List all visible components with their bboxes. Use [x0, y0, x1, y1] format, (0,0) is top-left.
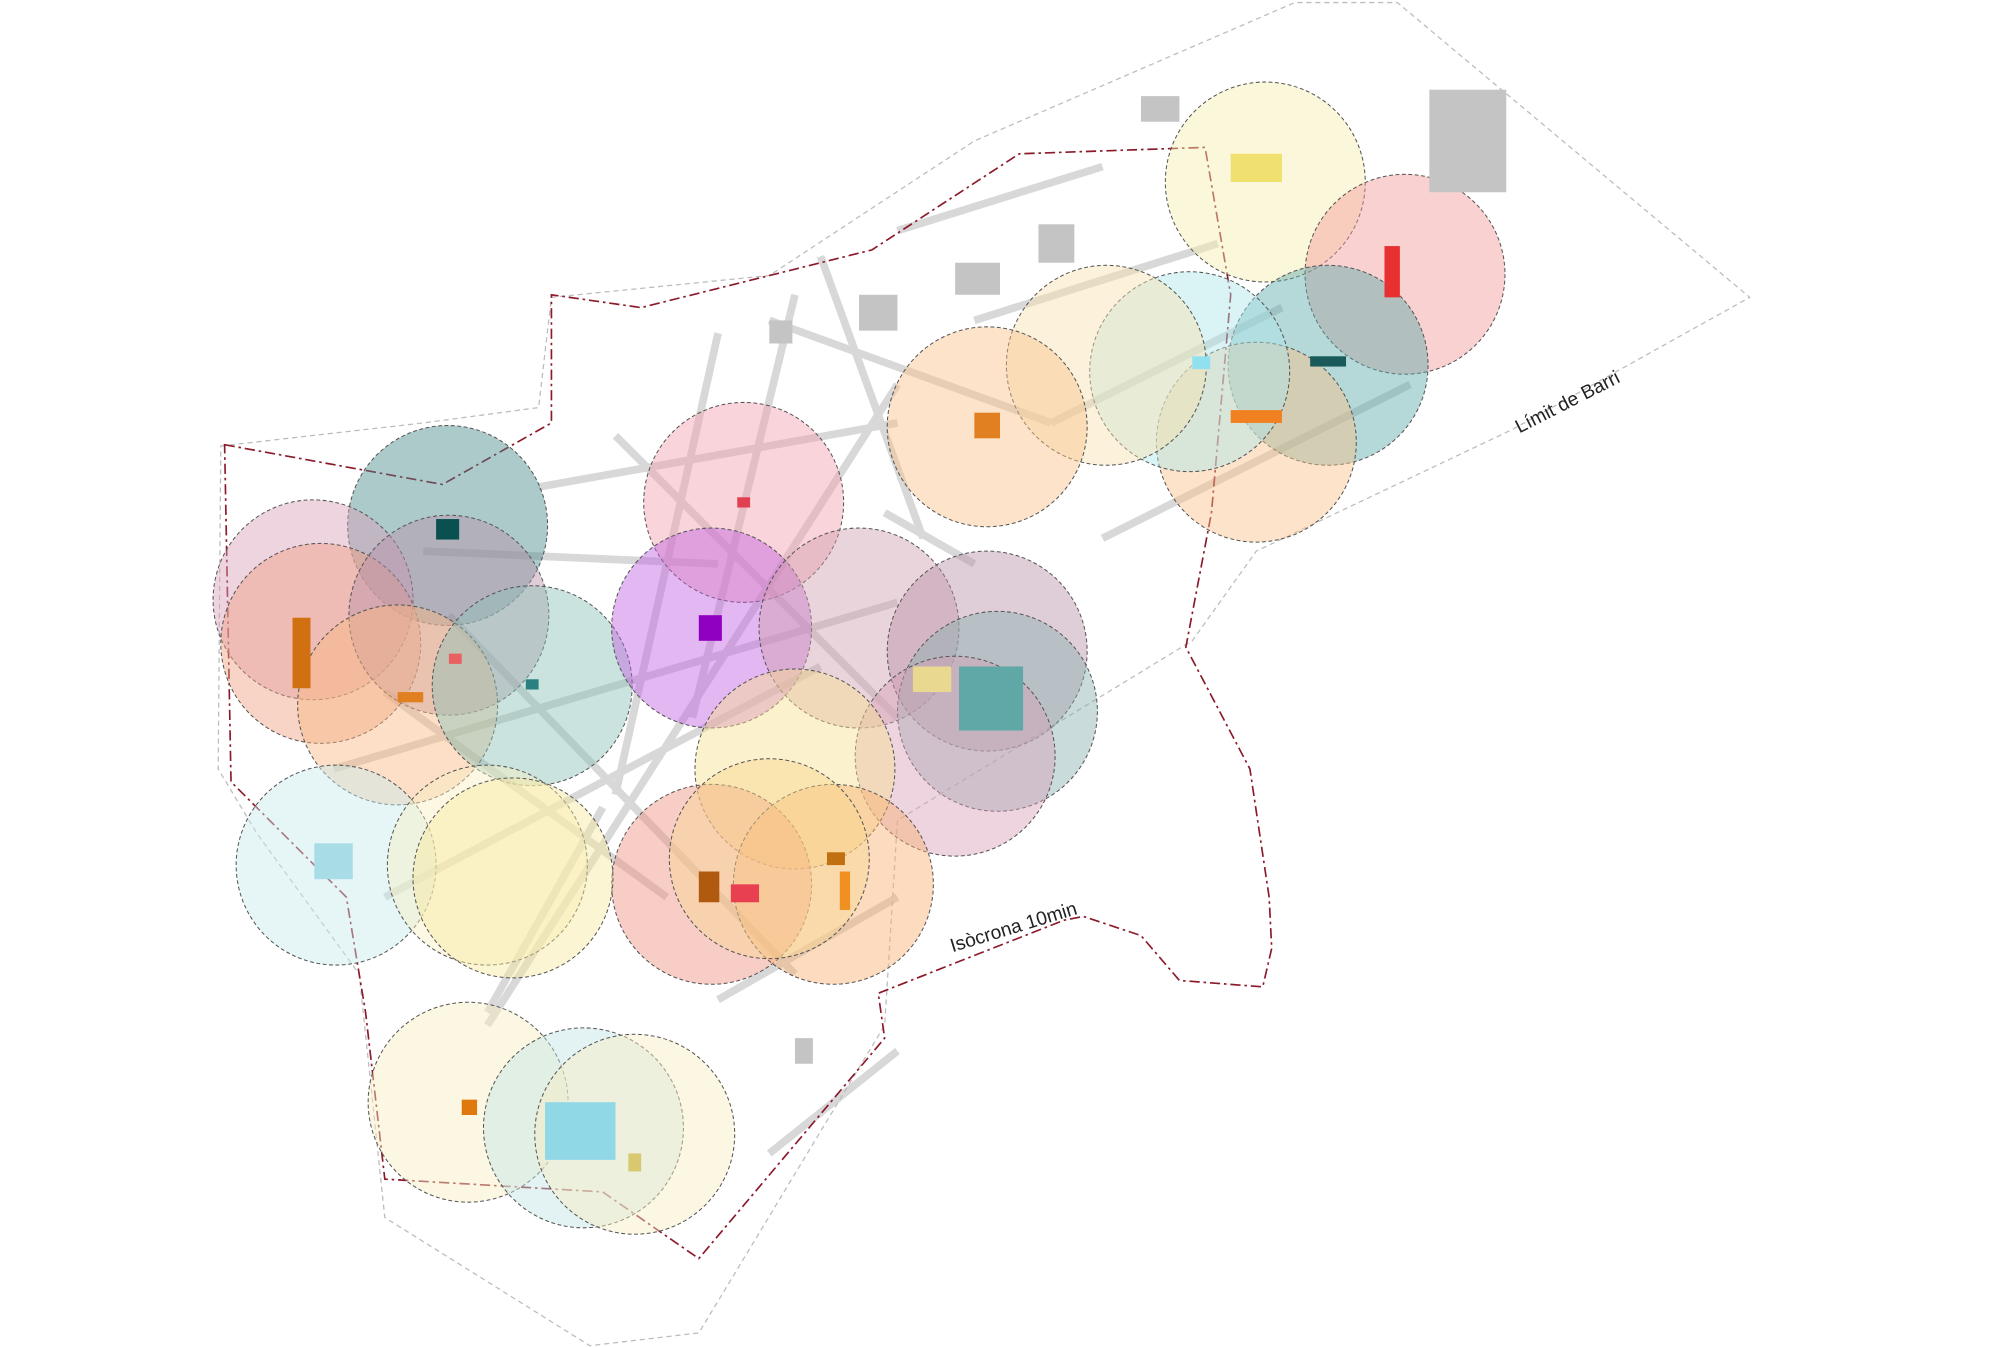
facility — [292, 617, 311, 689]
building — [955, 262, 1000, 295]
street — [483, 805, 607, 1015]
street — [896, 162, 1104, 235]
district-boundary — [217, 1, 1751, 1347]
facility — [628, 1153, 642, 1172]
isochrone-boundary — [223, 146, 1273, 1260]
facility — [698, 871, 720, 903]
street — [973, 239, 1220, 325]
coverage-circle — [412, 777, 614, 979]
street-network — [332, 162, 1412, 1157]
building — [1429, 89, 1507, 193]
coverage-circle — [732, 783, 934, 985]
facility — [737, 497, 751, 508]
coverage-circle — [297, 604, 499, 806]
facility — [974, 412, 1000, 439]
facility — [839, 871, 851, 910]
street — [484, 382, 901, 1028]
street — [1049, 304, 1284, 427]
facility — [1230, 153, 1282, 182]
facility — [730, 884, 760, 903]
isochrone-label: Isòcrona 10min — [948, 899, 1080, 958]
street — [767, 316, 1053, 427]
street — [383, 663, 823, 901]
district-label: Límit de Barri — [1512, 367, 1623, 438]
coverage-circle — [348, 514, 550, 716]
coverage-circle — [694, 668, 896, 870]
facility — [958, 666, 1024, 731]
street — [816, 255, 927, 540]
facility — [545, 1102, 616, 1160]
coverage-circle — [886, 550, 1088, 752]
facility — [436, 519, 460, 540]
coverage-circle — [1304, 173, 1506, 375]
facility — [698, 615, 722, 641]
coverage-circle — [386, 764, 588, 966]
facility — [397, 692, 424, 703]
street — [766, 1047, 900, 1157]
street — [382, 688, 670, 901]
facility — [1192, 356, 1211, 370]
facility — [461, 1099, 478, 1116]
facility — [1384, 246, 1400, 298]
coverage-circle — [668, 758, 870, 960]
facility — [525, 679, 539, 690]
street — [446, 612, 798, 977]
facility — [1230, 410, 1282, 423]
building — [794, 1038, 813, 1064]
facility — [448, 653, 462, 664]
coverage-circle — [220, 542, 422, 744]
facility — [912, 666, 952, 693]
facility — [826, 852, 845, 866]
coverage-circle — [534, 1033, 736, 1235]
street — [537, 419, 899, 491]
street — [332, 598, 899, 773]
street — [882, 509, 977, 568]
coverage-circle — [1155, 341, 1357, 543]
street — [612, 433, 901, 721]
building — [859, 294, 898, 331]
street — [716, 893, 900, 1004]
building — [1038, 224, 1075, 263]
coverage-circle — [212, 499, 414, 701]
street — [1100, 381, 1412, 542]
building — [769, 320, 793, 344]
facility — [1310, 356, 1347, 367]
facility — [314, 843, 353, 880]
building — [1140, 96, 1180, 122]
street — [423, 547, 719, 568]
